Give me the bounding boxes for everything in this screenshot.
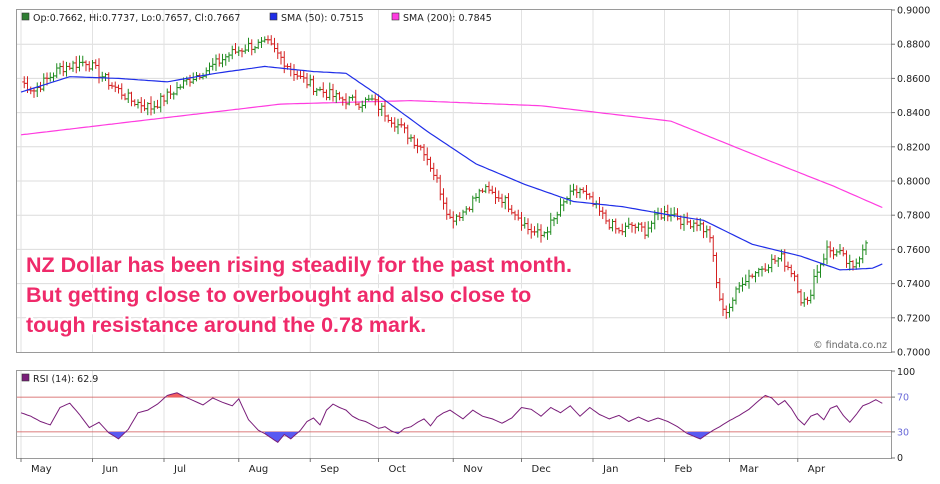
rsi-series <box>20 392 883 443</box>
rsi-line <box>20 392 883 443</box>
sma200-line <box>20 99 883 209</box>
month-label: Nov <box>463 464 483 475</box>
month-label: Feb <box>675 464 693 475</box>
rsi-legend-label: RSI (14): 62.9 <box>33 374 98 385</box>
ohlc-bar <box>864 240 868 256</box>
legend-sma50: SMA (50): 0.7515 <box>281 13 364 24</box>
price-tick-label: 0.9000 <box>897 6 930 17</box>
credit-label: © findata.co.nz <box>813 340 887 351</box>
month-label: Aug <box>249 464 269 475</box>
price-tick-label: 0.7200 <box>897 313 930 324</box>
rsi-tick-label: 0 <box>897 453 903 464</box>
price-gridlines <box>17 43 891 319</box>
x-axis-months: May Jun Jul Aug Sep Oct Nov Dec Jan Feb Mar Apr <box>20 458 826 475</box>
rsi-y-axis: 100 70 30 0 <box>891 367 915 464</box>
month-label: Dec <box>532 464 551 475</box>
price-tick-label: 0.8600 <box>897 74 930 85</box>
rsi-level-lines <box>17 396 891 437</box>
month-label: Jul <box>173 464 186 475</box>
rsi-tick-label: 100 <box>897 367 915 378</box>
price-y-axis: 0.7000 0.7200 0.7400 0.7600 0.7800 0.8000 0.82… <box>891 6 930 359</box>
price-tick-label: 0.7400 <box>897 279 930 290</box>
price-tick-label: 0.7000 <box>897 348 930 359</box>
rsi-tick-label: 70 <box>897 393 909 404</box>
sma200-series <box>20 99 883 209</box>
sma50-series <box>20 65 883 271</box>
month-label: Mar <box>740 464 760 475</box>
annotation-line-1: NZ Dollar has been rising steadily for t… <box>26 253 572 277</box>
ohlc-series <box>22 35 868 319</box>
month-label: Sep <box>320 464 339 475</box>
price-legend: Op:0.7662, Hi:0.7737, Lo:0.7657, Cl:0.76… <box>21 12 492 24</box>
legend-swatch-sma50 <box>269 12 278 21</box>
month-label: Apr <box>808 464 826 475</box>
price-tick-label: 0.8200 <box>897 142 930 153</box>
price-tick-label: 0.8400 <box>897 108 930 119</box>
rsi-legend-swatch <box>21 373 30 382</box>
legend-swatch-sma200 <box>391 12 400 21</box>
annotation-line-2: But getting close to overbought and also… <box>26 283 531 307</box>
month-label: Oct <box>389 464 406 475</box>
rsi-legend: RSI (14): 62.9 <box>21 373 98 385</box>
price-tick-label: 0.8800 <box>897 40 930 51</box>
month-gridlines <box>20 10 799 352</box>
legend-sma200: SMA (200): 0.7845 <box>403 13 492 24</box>
month-label: May <box>31 464 52 475</box>
price-tick-label: 0.8000 <box>897 177 930 188</box>
rsi-tick-label: 30 <box>897 427 909 438</box>
rsi-month-gridlines <box>20 371 799 458</box>
annotation-line-3: tough resistance around the 0.78 mark. <box>26 313 426 337</box>
annotation-text: NZ Dollar has been rising steadily for t… <box>24 251 575 340</box>
legend-swatch-ohlc <box>21 12 30 21</box>
legend-ohlc: Op:0.7662, Hi:0.7737, Lo:0.7657, Cl:0.76… <box>33 13 240 24</box>
sma50-line <box>20 65 883 271</box>
rsi-panel <box>16 370 892 459</box>
month-label: Jun <box>102 464 119 475</box>
month-label: Jan <box>602 464 618 475</box>
price-tick-label: 0.7600 <box>897 245 930 256</box>
price-tick-label: 0.7800 <box>897 211 930 222</box>
